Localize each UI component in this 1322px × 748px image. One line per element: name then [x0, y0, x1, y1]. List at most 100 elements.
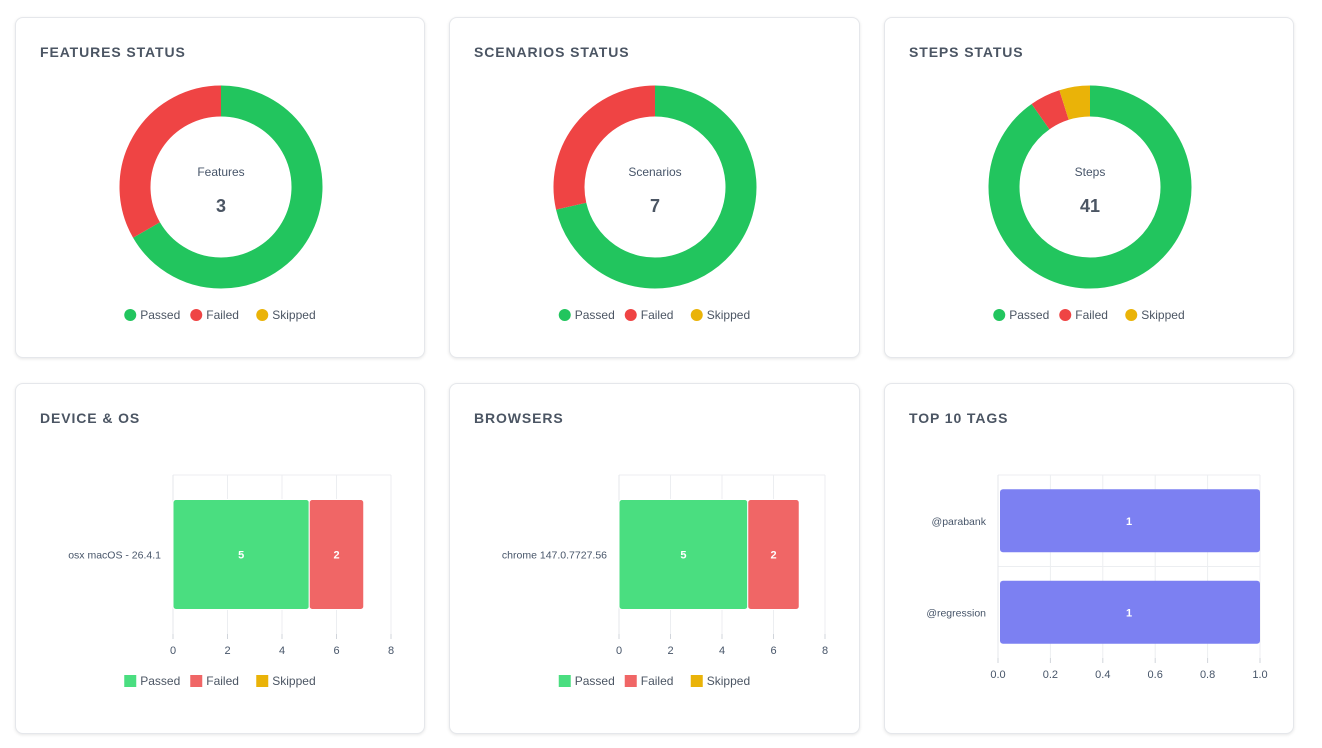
category-label: @parabank — [932, 516, 987, 528]
legend-label-skipped: Skipped — [272, 674, 315, 688]
legend-swatch-passed — [558, 309, 571, 321]
bar-value-label: 5 — [680, 550, 686, 562]
browsers-card: BROWSERS 0 2 4 6 8 chrome 147.0.7727.56 5 2 Pass… — [449, 383, 860, 734]
features-status-card: FEATURES STATUS Features 3 Passed Failed Ski… — [15, 17, 425, 358]
x-tick-label: 0.4 — [1095, 669, 1110, 681]
legend-label-failed: Failed — [641, 674, 674, 688]
legend-label-failed: Failed — [206, 308, 239, 322]
bar-value-label: 1 — [1126, 607, 1132, 619]
bar-value-label: 5 — [238, 550, 244, 562]
legend-label-passed: Passed — [140, 308, 180, 322]
legend-swatch-passed — [558, 675, 571, 687]
x-tick-label: 0.0 — [990, 669, 1005, 681]
donut-slice-passed[interactable] — [556, 85, 757, 289]
legend-item-skipped[interactable]: Skipped — [690, 308, 750, 322]
x-tick-label: 8 — [822, 645, 828, 657]
x-tick-label: 0.2 — [1043, 669, 1058, 681]
legend-item-failed[interactable]: Failed — [624, 674, 674, 688]
legend-swatch-skipped — [690, 675, 703, 687]
card-title: BROWSERS — [474, 410, 564, 426]
donut-center-label: Scenarios — [628, 165, 681, 179]
legend-item-skipped[interactable]: Skipped — [256, 674, 316, 688]
legend-item-skipped[interactable]: Skipped — [690, 674, 750, 688]
donut-slice-failed[interactable] — [1031, 90, 1070, 130]
legend-swatch-failed — [624, 675, 637, 687]
x-tick-label: 4 — [719, 645, 725, 657]
donut-slice-failed[interactable] — [119, 85, 222, 238]
card-title: FEATURES STATUS — [40, 44, 186, 60]
x-tick-label: 0 — [616, 645, 622, 657]
scenarios-status-card: SCENARIOS STATUS Scenarios 7 Passed Failed S… — [449, 17, 860, 358]
legend-swatch-skipped — [256, 675, 269, 687]
legend-item-passed[interactable]: Passed — [993, 308, 1049, 322]
legend-swatch-passed — [124, 309, 137, 321]
legend-item-passed[interactable]: Passed — [124, 674, 180, 688]
legend-item-passed[interactable]: Passed — [124, 308, 180, 322]
legend-label-failed: Failed — [1075, 308, 1108, 322]
legend-label-passed: Passed — [1009, 308, 1049, 322]
legend-swatch-skipped — [256, 309, 269, 321]
legend-item-failed[interactable]: Failed — [1059, 308, 1108, 322]
legend-label-passed: Passed — [575, 308, 615, 322]
x-tick-label: 6 — [333, 645, 339, 657]
legend-swatch-skipped — [1125, 309, 1138, 321]
legend-swatch-passed — [993, 309, 1006, 321]
x-tick-label: 1.0 — [1252, 669, 1267, 681]
top-tags-bar-chart: 0.0 0.2 0.4 0.6 0.8 1.0 @parabank 1 @regression 1 — [926, 474, 1268, 681]
legend-swatch-passed — [124, 675, 137, 687]
bar-segment-value[interactable] — [1000, 580, 1260, 644]
legend-label-skipped: Skipped — [1141, 308, 1184, 322]
legend-swatch-failed — [190, 675, 203, 687]
legend-label-passed: Passed — [140, 674, 180, 688]
device-os-card: DEVICE & OS 0 2 4 6 8 osx macOS - 26.4.1 5 2 Pas… — [15, 383, 425, 734]
donut-center-total: 7 — [650, 196, 660, 216]
bar-segment-failed[interactable] — [747, 499, 800, 610]
donut-slice-passed[interactable] — [988, 85, 1192, 289]
device-os-bar-chart: 0 2 4 6 8 osx macOS - 26.4.1 5 2 Passed Failed Ski… — [68, 474, 394, 688]
bar-segment-failed[interactable] — [308, 499, 365, 610]
legend-item-skipped[interactable]: Skipped — [256, 308, 316, 322]
category-label: @regression — [926, 607, 986, 619]
features-donut-chart: Features 3 Passed Failed Skipped — [119, 85, 323, 322]
legend-label-passed: Passed — [575, 674, 615, 688]
bar-value-label: 2 — [333, 550, 339, 562]
legend-swatch-failed — [190, 309, 203, 321]
x-tick-label: 8 — [388, 645, 394, 657]
donut-center-label: Steps — [1075, 165, 1106, 179]
legend-item-failed[interactable]: Failed — [190, 308, 239, 322]
legend-item-failed[interactable]: Failed — [624, 308, 674, 322]
bar-segment-value[interactable] — [1000, 489, 1260, 553]
legend-item-skipped[interactable]: Skipped — [1125, 308, 1185, 322]
category-label: chrome 147.0.7727.56 — [502, 550, 607, 562]
card-title: SCENARIOS STATUS — [474, 44, 630, 60]
steps-donut-chart: Steps 41 Passed Failed Skipped — [988, 85, 1192, 322]
x-tick-label: 6 — [770, 645, 776, 657]
legend-label-skipped: Skipped — [707, 674, 750, 688]
legend-label-skipped: Skipped — [272, 308, 315, 322]
card-title: TOP 10 TAGS — [909, 410, 1009, 426]
top-tags-card: TOP 10 TAGS 0.0 0.2 0.4 0.6 0.8 1.0 @parabank 1… — [884, 383, 1294, 734]
legend-item-passed[interactable]: Passed — [558, 674, 615, 688]
browsers-bar-chart: 0 2 4 6 8 chrome 147.0.7727.56 5 2 Passed Failed S… — [502, 474, 828, 688]
x-tick-label: 0.6 — [1148, 669, 1163, 681]
bar-value-label: 1 — [1126, 516, 1132, 528]
x-tick-label: 2 — [667, 645, 673, 657]
legend-label-skipped: Skipped — [707, 308, 750, 322]
legend-swatch-failed — [1059, 309, 1072, 321]
legend-swatch-skipped — [690, 309, 703, 321]
legend-item-failed[interactable]: Failed — [190, 674, 239, 688]
steps-status-card: STEPS STATUS Steps 41 Passed Failed Skipped — [884, 17, 1294, 358]
card-title: STEPS STATUS — [909, 44, 1024, 60]
legend-label-failed: Failed — [206, 674, 239, 688]
legend-label-failed: Failed — [641, 308, 674, 322]
scenarios-donut-chart: Scenarios 7 Passed Failed Skipped — [553, 85, 757, 322]
donut-slice-passed[interactable] — [133, 85, 323, 289]
x-tick-label: 0 — [170, 645, 176, 657]
legend-item-passed[interactable]: Passed — [558, 308, 615, 322]
donut-center-total: 3 — [216, 196, 226, 216]
donut-center-total: 41 — [1080, 196, 1100, 216]
donut-slice-failed[interactable] — [553, 85, 656, 210]
donut-slice-skipped[interactable] — [1059, 85, 1091, 120]
x-tick-label: 4 — [279, 645, 285, 657]
category-label: osx macOS - 26.4.1 — [68, 550, 161, 562]
